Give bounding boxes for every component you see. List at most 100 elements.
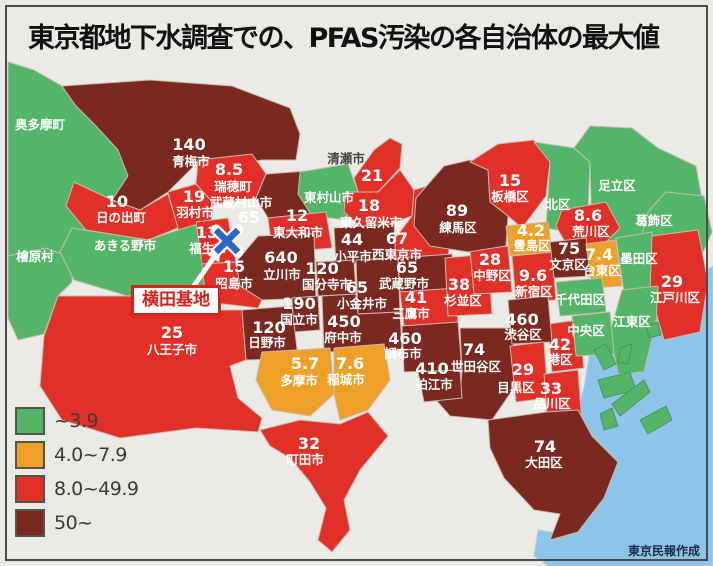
legend-label: 50~ xyxy=(54,512,93,534)
region-name-edogawa: 江戸川区 xyxy=(650,290,701,305)
region-name-toshima: 豊島区 xyxy=(513,238,551,253)
region-name-meguro: 目黒区 xyxy=(497,380,535,395)
region-name-shinagawa: 品川区 xyxy=(533,396,571,411)
region-name-hachioji: 八王子市 xyxy=(146,342,198,357)
region-value-minato: 42 xyxy=(549,335,571,354)
region-value-hachioji: 25 xyxy=(161,323,183,342)
region-value-tachikawa: 640 xyxy=(264,248,297,267)
region-name-hino: 日野市 xyxy=(248,335,286,350)
region-name-ome: 青梅市 xyxy=(172,154,210,169)
legend-label: 8.0~49.9 xyxy=(54,478,139,500)
region-name-higashikurume: 東久留米市 xyxy=(340,215,403,230)
region-machida xyxy=(259,411,389,553)
region-value-ome: 140 xyxy=(172,135,205,154)
region-value-hino: 120 xyxy=(252,318,285,337)
region-name-chofu: 調布市 xyxy=(384,346,422,361)
x-marker xyxy=(213,227,241,255)
region-value-setagaya: 74 xyxy=(463,340,485,359)
legend-swatch xyxy=(15,475,45,503)
region-name-machida: 町田市 xyxy=(286,452,324,467)
bay-island xyxy=(611,379,651,417)
legend-row: 8.0~49.9 xyxy=(15,475,139,503)
region-value-mizuho: 8.5 xyxy=(215,160,243,179)
region-value-arakawa: 8.6 xyxy=(574,206,602,225)
region-name-hinode: 日の出町 xyxy=(96,210,147,225)
region-value-taito: 7.4 xyxy=(585,245,613,264)
region-value-machida: 32 xyxy=(298,434,320,453)
region-value-edogawa: 29 xyxy=(661,272,683,291)
region-value-koganei: 65 xyxy=(346,278,368,297)
region-hinode xyxy=(65,181,179,241)
region-name-musashino: 武蔵野市 xyxy=(379,276,430,291)
legend-label: 4.0~7.9 xyxy=(54,444,127,466)
region-name-kokubunji: 国分寺市 xyxy=(302,277,353,292)
region-name-taito: 台東区 xyxy=(583,263,621,278)
region-name-nakano: 中野区 xyxy=(473,268,511,283)
region-value-bunkyo: 75 xyxy=(558,239,580,258)
region-taito xyxy=(585,239,623,289)
region-value-higashiyamato: 12 xyxy=(286,206,308,225)
region-name-nishitokyo: 西東京市 xyxy=(372,247,423,262)
region-name-shinjuku: 新宿区 xyxy=(515,284,553,299)
region-value-higashikurume: 18 xyxy=(358,196,380,215)
region-name-akishima: 昭島市 xyxy=(215,276,253,291)
region-value-shinagawa: 33 xyxy=(540,379,562,398)
region-value-kokubunji: 120 xyxy=(305,259,338,278)
region-name-kita: 北区 xyxy=(545,197,571,212)
region-name-shibuya: 渋谷区 xyxy=(504,327,542,342)
bay-island xyxy=(599,407,619,431)
region-value-tama: 5.7 xyxy=(291,354,319,373)
region-value-ota: 74 xyxy=(534,437,556,456)
legend-swatch xyxy=(15,407,45,435)
region-name-koto: 江東区 xyxy=(613,314,651,329)
region-komae xyxy=(417,369,463,403)
region-name-kunitachi: 国立市 xyxy=(280,312,318,327)
region-shibuya xyxy=(507,295,553,345)
region-value-mitaka: 41 xyxy=(405,288,427,307)
region-name-arakawa: 荒川区 xyxy=(571,224,610,239)
region-name-sumida: 墨田区 xyxy=(620,251,658,266)
region-name-nerima: 練馬区 xyxy=(439,220,477,235)
region-value-hinode: 10 xyxy=(106,192,128,211)
credit-text: 東京民報作成 xyxy=(628,544,701,558)
region-name-hinohara: 檜原村 xyxy=(16,249,54,264)
region-name-inagi: 稲城市 xyxy=(327,372,365,387)
region-name-okutama: 奥多摩町 xyxy=(15,117,66,132)
legend-row: 4.0~7.9 xyxy=(15,441,138,469)
yokota-base-callout: 横田基地 xyxy=(131,285,221,316)
region-name-chiyoda: 千代田区 xyxy=(555,292,606,307)
region-shinjuku xyxy=(511,251,557,303)
legend-label: ~3.9 xyxy=(54,410,99,432)
region-value-hamura: 19 xyxy=(183,187,205,206)
region-name-suginami: 杉並区 xyxy=(444,293,482,308)
legend-row: 50~ xyxy=(15,509,138,537)
region-name-mizuho: 瑞穂町 xyxy=(214,179,252,194)
bay-island xyxy=(617,343,633,365)
region-value-nerima: 89 xyxy=(446,201,468,220)
region-value-shibuya: 460 xyxy=(505,310,538,329)
bay-island xyxy=(639,405,673,435)
region-higashimurayama xyxy=(297,163,359,221)
region-value-suginami: 38 xyxy=(448,275,470,294)
region-value-meguro: 29 xyxy=(512,360,534,379)
region-value-nishitokyo: 67 xyxy=(386,229,408,248)
region-value-komae: 410 xyxy=(415,359,448,378)
region-value-chofu: 460 xyxy=(388,329,421,348)
region-name-bunkyo: 文京区 xyxy=(549,257,587,272)
region-name-kodaira: 小平市 xyxy=(333,249,372,264)
region-value-shinjuku: 9.6 xyxy=(519,266,547,285)
region-name-higashimurayama: 東村山市 xyxy=(304,190,355,205)
region-value-musashino: 65 xyxy=(396,258,418,277)
map-title: 東京都地下水調査での、PFAS汚染の各自治体の最大値 xyxy=(28,23,660,54)
region-itabashi xyxy=(469,139,551,229)
region-name-kiyose: 清瀬市 xyxy=(327,151,365,166)
region-value-akishima: 15 xyxy=(223,257,245,276)
region-value-inagi: 7.6 xyxy=(336,354,364,373)
region-name-koganei: 小金井市 xyxy=(336,296,388,311)
region-value-kodaira: 44 xyxy=(341,230,363,249)
region-name-higashiyamato: 東大和市 xyxy=(273,225,324,240)
region-name-katsushika: 葛飾区 xyxy=(634,213,673,228)
region-name-ota: 大田区 xyxy=(525,455,563,470)
region-name-itabashi: 板橋区 xyxy=(491,189,529,204)
region-name-musashimurayama: 武蔵村山市 xyxy=(210,195,273,210)
